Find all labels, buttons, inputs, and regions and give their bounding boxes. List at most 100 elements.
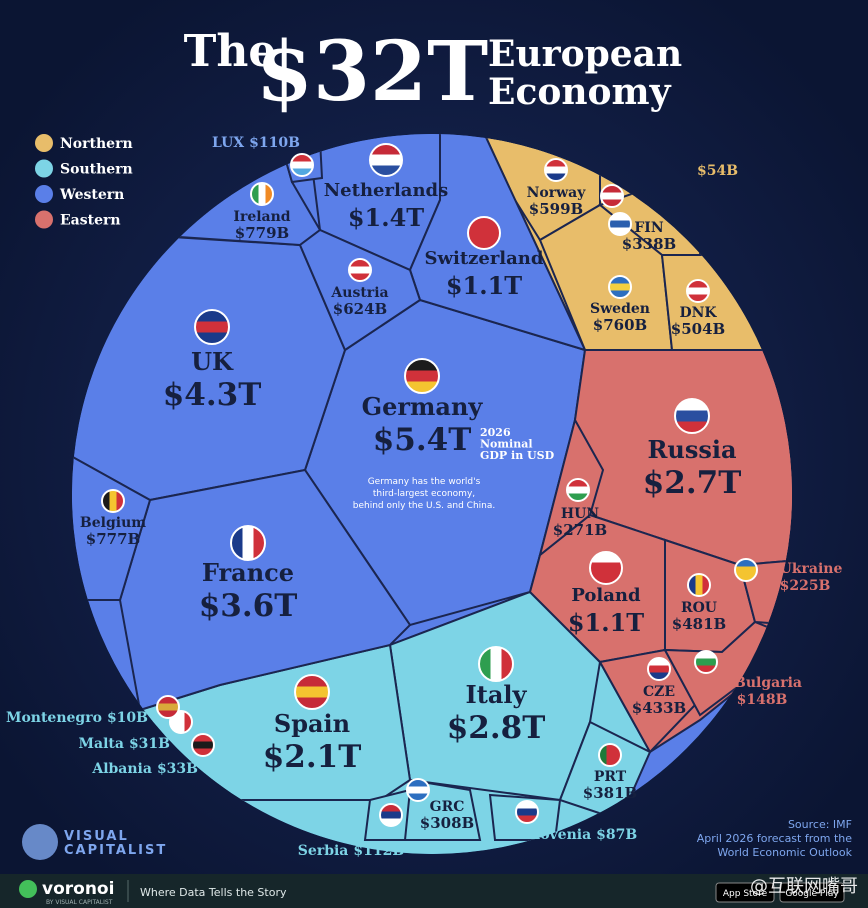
country-name: Russia <box>647 435 736 464</box>
country-name: Poland <box>571 585 641 606</box>
flag <box>404 358 440 394</box>
flag <box>191 733 215 757</box>
flag <box>406 778 430 802</box>
country-name: Sweden <box>590 301 650 317</box>
country-label: $54B <box>697 163 738 179</box>
legend-label: Eastern <box>60 213 121 229</box>
country-name: Ireland <box>233 209 290 225</box>
flag <box>294 674 330 710</box>
country-value: $760B <box>593 316 647 334</box>
brand-text: CAPITALIST <box>64 843 167 858</box>
country-name: LUX <box>212 135 244 151</box>
note: Nominal <box>480 438 533 451</box>
title-amount: $32T <box>256 24 488 120</box>
country-label: Serbia $112B <box>298 843 405 859</box>
country-name: DNK <box>679 305 717 321</box>
country-label: Montenegro $10B <box>6 710 148 726</box>
store-label[interactable]: App Store <box>723 889 768 899</box>
country-label: Slovenia $87B <box>525 827 638 843</box>
flag <box>608 275 632 299</box>
country-value: $779B <box>235 224 289 242</box>
store-badge[interactable] <box>715 882 775 903</box>
brand: VISUAL CAPITALIST <box>22 824 167 860</box>
country-name: Serbia <box>298 843 349 859</box>
country-value: $433B <box>632 699 686 717</box>
flag <box>230 525 266 561</box>
flag <box>369 143 403 177</box>
footer-tagline: Where Data Tells the Story <box>140 886 287 899</box>
flag <box>544 158 568 182</box>
country-value: $381B <box>583 784 637 802</box>
source-line: World Economic Outlook <box>717 846 852 859</box>
flag <box>348 258 372 282</box>
footer: voronoi BY VISUAL CAPITALIST Where Data … <box>0 874 868 908</box>
country-name: Austria <box>330 285 388 301</box>
country-value: $10B <box>107 710 148 726</box>
country-name: ROU <box>681 600 717 616</box>
country-value: $777B <box>86 530 140 548</box>
title-rest: Economy <box>488 71 672 113</box>
country-value: $112B <box>353 843 404 859</box>
country-name: Bulgaria <box>734 675 802 691</box>
country-value: $110B <box>249 135 300 151</box>
footer-logo: voronoi <box>42 879 114 899</box>
country-value: $599B <box>529 200 583 218</box>
store-label[interactable]: Google Play <box>785 889 839 899</box>
flag <box>589 551 623 585</box>
note: 2026 <box>480 426 511 439</box>
country-name: France <box>202 558 294 587</box>
source-line: April 2026 forecast from the <box>697 832 852 845</box>
country-label: Malta $31B <box>79 736 171 752</box>
country-value: $481B <box>672 615 726 633</box>
legend-swatch <box>35 185 53 203</box>
country-name: Montenegro <box>6 710 102 726</box>
country-name: CZE <box>643 684 675 700</box>
title-lead: The <box>184 26 277 77</box>
country-value: $148B <box>737 692 788 708</box>
country-value: $87B <box>596 827 637 843</box>
description: Germany has the world's <box>368 477 481 487</box>
country-value: $338B <box>622 235 676 253</box>
flag <box>647 657 671 681</box>
flag <box>478 646 514 682</box>
cell <box>118 468 412 712</box>
country-value: $31B <box>129 736 170 752</box>
flag <box>598 743 622 767</box>
country-value: $3.6T <box>199 588 298 624</box>
country-name: Spain <box>274 709 350 738</box>
flag <box>290 153 314 177</box>
cell <box>298 228 422 352</box>
country-name: GRC <box>430 799 465 815</box>
source-line: Source: IMF <box>788 818 852 831</box>
country-name: Norway <box>527 185 587 201</box>
flag <box>101 489 125 513</box>
country-name: Albania <box>91 761 152 777</box>
flag <box>194 309 230 345</box>
flag <box>515 800 539 824</box>
labels: Norway$599B FIN$338B Sweden$760B DNK$504B $5… <box>6 135 843 859</box>
source: Source: IMF April 2026 forecast from the… <box>697 818 853 859</box>
brand-text: VISUAL <box>64 829 129 844</box>
flag <box>608 212 632 236</box>
country-value: $504B <box>671 320 725 338</box>
country-label: LUX $110B <box>212 135 300 151</box>
country-name: Germany <box>362 392 484 421</box>
store-badge[interactable] <box>779 882 845 903</box>
country-value: $624B <box>333 300 387 318</box>
country-name: FIN <box>634 220 663 236</box>
flag <box>467 216 501 250</box>
country-value: $308B <box>420 814 474 832</box>
country-name: UK <box>191 347 234 376</box>
flag <box>694 650 718 674</box>
description: behind only the U.S. and China. <box>353 501 496 511</box>
country-value: $2.8T <box>447 710 546 746</box>
country-value: $1.4T <box>348 203 424 232</box>
country-label: Albania $33B <box>91 761 198 777</box>
flag <box>156 695 180 719</box>
country-name: PRT <box>594 769 627 785</box>
country-name: Netherlands <box>324 180 449 201</box>
footer-logo-icon <box>19 880 37 898</box>
country-value: $2.7T <box>643 465 742 501</box>
country-value: $33B <box>157 761 198 777</box>
